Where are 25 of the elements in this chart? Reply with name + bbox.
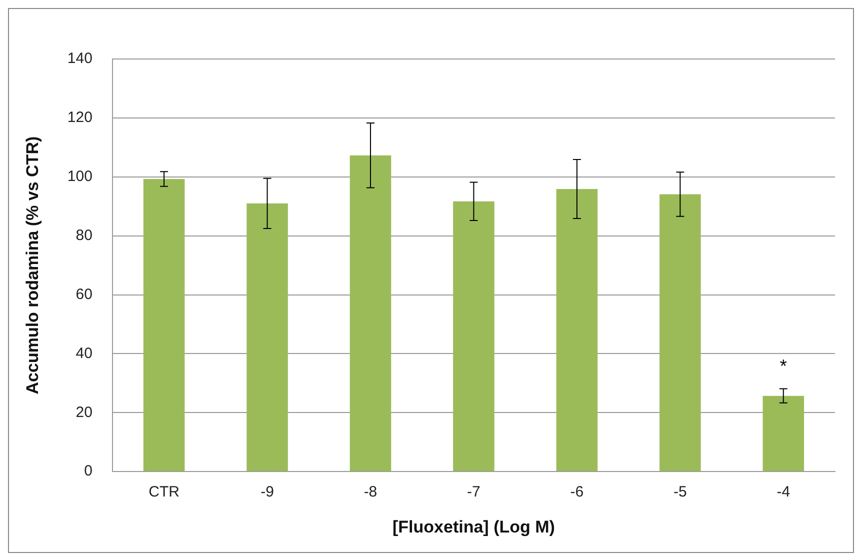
y-axis-title: Accumulo rodamina (% vs CTR)	[22, 136, 42, 394]
x-tick-label: -8	[364, 484, 378, 501]
bar	[350, 155, 392, 472]
x-tick-label: -4	[776, 484, 790, 501]
x-tick-label: CTR	[148, 484, 180, 501]
bar	[453, 201, 494, 472]
y-tick-label: 120	[67, 109, 92, 126]
bar	[762, 396, 804, 472]
x-axis-title: [Fluoxetina] (Log M)	[392, 517, 555, 536]
x-tick-label: -9	[260, 484, 274, 501]
bar	[143, 178, 185, 472]
x-tick-label: -6	[570, 484, 584, 501]
y-tick-label: 80	[76, 226, 92, 244]
y-tick-label: 140	[67, 50, 92, 68]
x-tick-label: -7	[467, 484, 480, 501]
y-tick-label: 0	[84, 462, 92, 480]
bar	[556, 188, 598, 472]
y-tick-label: 60	[76, 286, 92, 303]
y-tick-label: 100	[67, 168, 92, 186]
bar	[660, 194, 701, 472]
y-tick-label: 20	[76, 404, 92, 421]
annotation: *	[780, 356, 787, 376]
x-tick-label: -5	[673, 484, 687, 501]
y-tick-label: 40	[76, 344, 92, 362]
bar	[246, 203, 288, 472]
